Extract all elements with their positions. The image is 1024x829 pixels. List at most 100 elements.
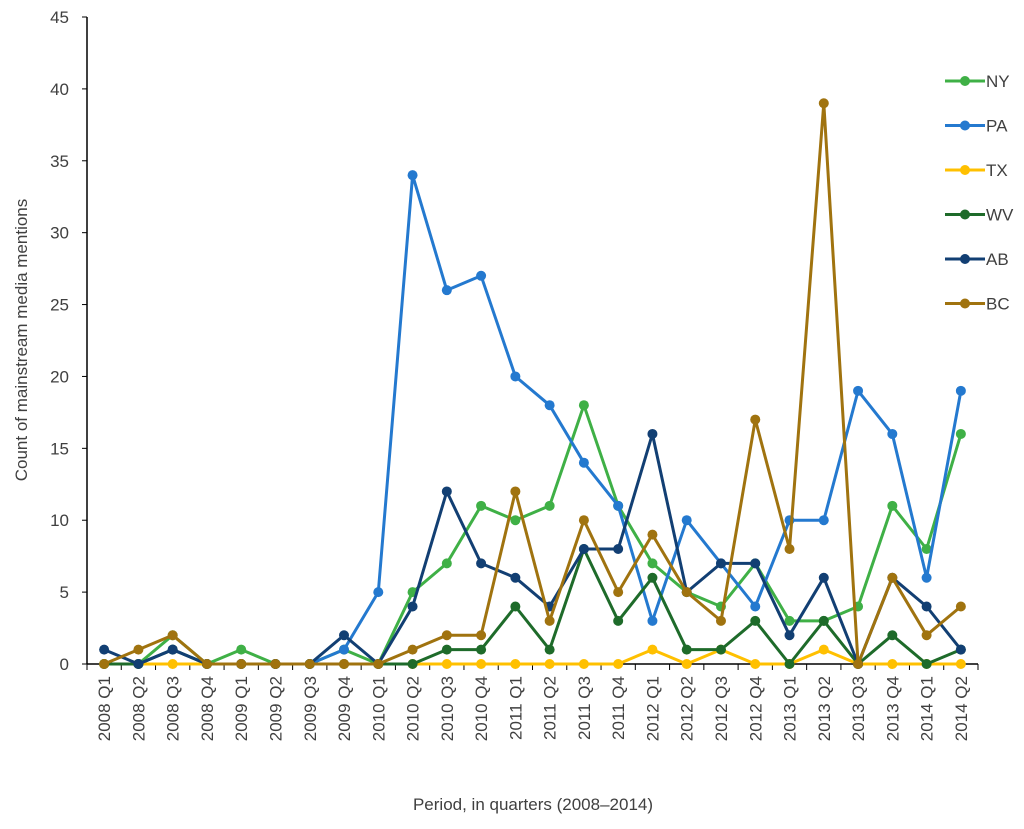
data-point-tx	[441, 659, 452, 669]
legend-swatch-marker	[960, 298, 970, 309]
legend: NY PA TX WV AB BC	[945, 72, 1014, 314]
legend-label: WV	[986, 206, 1014, 225]
legend-label: PA	[986, 117, 1008, 136]
data-point-tx	[510, 659, 521, 669]
data-point-ab	[510, 572, 521, 583]
data-point-ab	[407, 601, 418, 612]
data-point-bc	[236, 659, 247, 669]
data-point-tx	[167, 659, 178, 669]
data-point-ny	[784, 615, 795, 626]
data-point-tx	[955, 659, 966, 669]
data-point-ab	[750, 558, 761, 569]
data-point-pa	[510, 371, 521, 382]
series-layer	[99, 98, 966, 669]
data-point-ab	[441, 486, 452, 497]
y-tick-label: 45	[50, 8, 69, 27]
x-tick-label: 2011 Q3	[575, 676, 594, 740]
data-point-bc	[921, 630, 932, 641]
series-ab	[99, 428, 966, 669]
data-point-wv	[407, 659, 418, 669]
data-point-pa	[853, 385, 864, 396]
data-point-tx	[887, 659, 898, 669]
data-point-ny	[887, 500, 898, 511]
data-point-pa	[818, 515, 829, 526]
data-point-bc	[750, 414, 761, 425]
x-tick-label: 2008 Q4	[198, 676, 217, 741]
x-tick-label: 2013 Q1	[781, 676, 800, 741]
data-point-bc	[715, 615, 726, 626]
data-point-ny	[476, 500, 487, 511]
legend-label: TX	[986, 161, 1008, 180]
data-point-wv	[818, 615, 829, 626]
data-point-ny	[236, 644, 247, 655]
x-tick-label: 2014 Q1	[918, 676, 937, 741]
y-axis-title: Count of mainstream media mentions	[12, 199, 31, 482]
data-point-ab	[955, 644, 966, 655]
x-tick-label: 2013 Q2	[815, 676, 834, 741]
data-point-ny	[647, 558, 658, 569]
x-tick-label: 2008 Q1	[95, 676, 114, 741]
data-point-ab	[715, 558, 726, 569]
x-tick-label: 2009 Q2	[266, 676, 285, 741]
data-point-tx	[578, 659, 589, 669]
x-tick-label: 2012 Q2	[678, 676, 697, 741]
x-axis: 2008 Q1 2008 Q2 2008 Q3 2008 Q4 2009 Q1 2009 …	[86, 663, 979, 741]
data-point-bc	[167, 630, 178, 641]
data-point-wv	[784, 659, 795, 669]
data-point-pa	[921, 572, 932, 583]
data-point-bc	[784, 543, 795, 554]
legend-label: AB	[986, 250, 1009, 269]
data-point-bc	[99, 659, 110, 669]
data-point-ab	[818, 572, 829, 583]
data-point-bc	[304, 659, 315, 669]
data-point-ny	[441, 558, 452, 569]
y-axis: 0 5 10 15 20 25 30 35 40 45	[50, 8, 88, 674]
data-point-ny	[921, 543, 932, 554]
x-axis-title: Period, in quarters (2008–2014)	[413, 795, 653, 814]
data-point-pa	[578, 457, 589, 468]
x-tick-label: 2008 Q2	[129, 676, 148, 741]
x-tick-label: 2013 Q4	[883, 676, 902, 741]
x-tick-label: 2011 Q2	[541, 676, 560, 740]
data-point-ab	[339, 630, 350, 641]
data-point-wv	[681, 644, 692, 655]
data-point-bc	[887, 572, 898, 583]
data-point-bc	[373, 659, 384, 669]
data-point-bc	[544, 615, 555, 626]
data-point-wv	[510, 601, 521, 612]
data-point-tx	[681, 659, 692, 669]
legend-swatch-marker	[960, 76, 970, 86]
legend-item-ny: NY	[945, 72, 1010, 91]
data-point-bc	[578, 515, 589, 526]
y-tick-label: 25	[50, 296, 69, 315]
series-bc	[99, 98, 966, 669]
data-point-bc	[270, 659, 281, 669]
data-point-bc	[613, 587, 624, 598]
data-point-pa	[339, 644, 350, 655]
x-tick-label: 2013 Q3	[849, 676, 868, 741]
x-tick-label: 2010 Q1	[369, 676, 388, 741]
legend-item-wv: WV	[945, 206, 1014, 225]
y-tick-label: 35	[50, 152, 69, 171]
data-point-ab	[133, 659, 144, 669]
data-point-ab	[784, 630, 795, 641]
data-point-pa	[476, 270, 487, 281]
data-point-bc	[647, 529, 658, 540]
x-tick-label: 2008 Q3	[164, 676, 183, 741]
data-point-bc	[339, 659, 350, 669]
data-point-wv	[750, 615, 761, 626]
data-point-wv	[613, 615, 624, 626]
data-point-pa	[955, 385, 966, 396]
data-point-ab	[99, 644, 110, 655]
y-tick-label: 20	[50, 367, 69, 386]
legend-item-ab: AB	[945, 250, 1009, 269]
data-point-wv	[921, 659, 932, 669]
data-point-pa	[887, 428, 898, 439]
data-point-ab	[578, 543, 589, 554]
x-tick-label: 2009 Q1	[232, 676, 251, 741]
data-point-tx	[647, 644, 658, 655]
data-point-bc	[818, 98, 829, 109]
x-tick-label: 2009 Q4	[335, 676, 354, 741]
data-point-wv	[544, 644, 555, 655]
